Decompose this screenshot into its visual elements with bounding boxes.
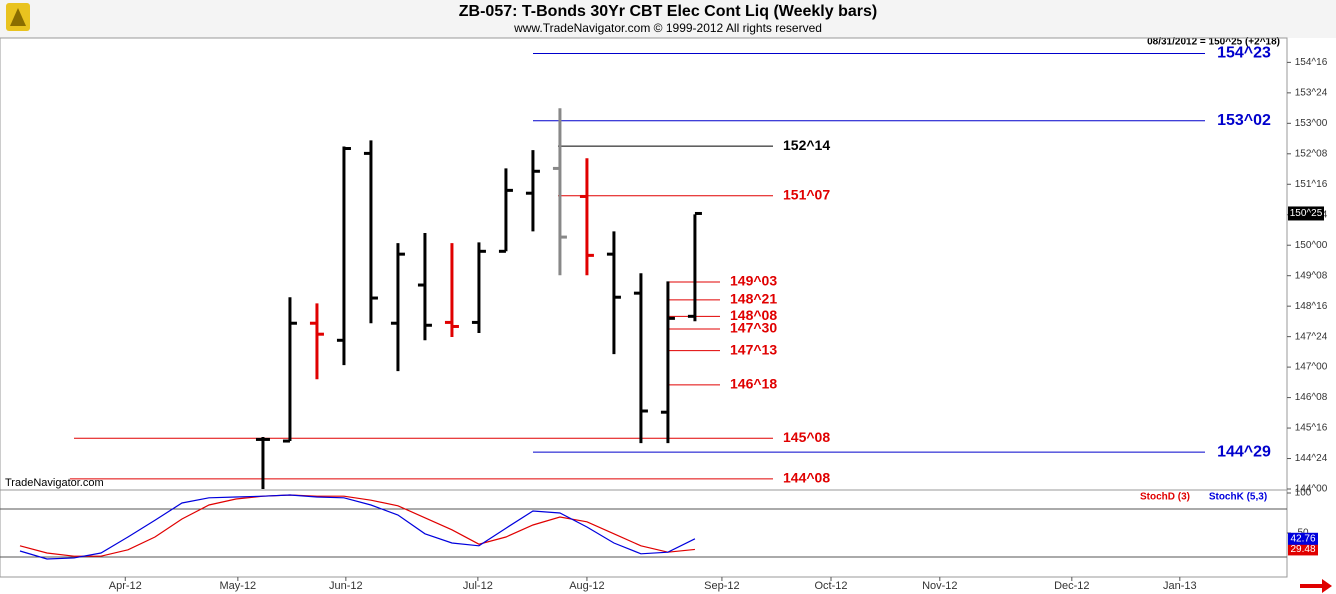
quote: 08/31/2012 = 150^25 (+2^18): [1147, 37, 1280, 48]
x-tick-label: Jun-12: [329, 580, 363, 592]
legend-entry: StochD (3): [1140, 492, 1190, 503]
level-label: 147^13: [730, 341, 777, 357]
y-tick-label: 145^16: [1295, 423, 1328, 434]
level-label: 151^07: [783, 186, 830, 202]
y-tick-label: 149^08: [1295, 270, 1328, 281]
stoch-line: [19, 494, 695, 557]
last-value-label: 29.48: [1290, 544, 1315, 555]
x-tick-label: Sep-12: [704, 580, 739, 592]
x-tick-label: Oct-12: [814, 580, 847, 592]
last-value-box: [1288, 543, 1318, 556]
level-label: 146^18: [730, 376, 777, 392]
header-band: [0, 0, 1336, 38]
stoch-line: [19, 494, 696, 560]
x-tick-label: Apr-12: [109, 580, 142, 592]
level-label: 153^02: [1217, 112, 1271, 129]
legend-entry: StochK (5,3): [1209, 492, 1267, 503]
scroll-arrow[interactable]: [1300, 579, 1332, 593]
y-tick-label: 144^00: [1295, 484, 1328, 495]
level-label: 145^08: [783, 429, 830, 445]
y-tick-label: 148^16: [1295, 301, 1328, 312]
level-label: 144^29: [1217, 443, 1271, 460]
level-label: 148^08: [730, 307, 777, 323]
y-tick-label: 153^24: [1295, 87, 1328, 98]
y-tick-label: 154^16: [1295, 57, 1328, 68]
y-tick-label: 152^08: [1295, 148, 1328, 159]
logo: [6, 3, 30, 31]
y-tick-label: 151^16: [1295, 179, 1328, 190]
x-tick-label: Aug-12: [569, 580, 604, 592]
y-tick-label: 150^00: [1295, 240, 1328, 251]
last-price-box: [1288, 206, 1324, 221]
watermark: TradeNavigator.com: [5, 477, 104, 489]
x-tick-label: May-12: [220, 580, 257, 592]
x-tick-label: Jan-13: [1163, 580, 1197, 592]
last-value-label: 42.76: [1290, 533, 1315, 544]
y-tick-label: 146^08: [1295, 392, 1328, 403]
last-value-box: [1288, 532, 1318, 545]
x-tick-label: Nov-12: [922, 580, 957, 592]
y-tick-label: 144^24: [1295, 453, 1328, 464]
level-label: 144^08: [783, 470, 830, 486]
last-price-label: 150^25: [1290, 208, 1323, 219]
level-label: 152^14: [783, 137, 830, 153]
y-tick-label: 147^00: [1295, 362, 1328, 373]
x-tick-label: Jul-12: [463, 580, 493, 592]
y-tick-label: 147^24: [1295, 331, 1328, 342]
y-tick-label: 100: [1295, 488, 1312, 499]
subtitle: www.TradeNavigator.com © 1999-2012 All r…: [513, 21, 822, 35]
level-label: 147^30: [730, 320, 777, 336]
x-tick-label: Dec-12: [1054, 580, 1089, 592]
y-tick-label: 153^00: [1295, 118, 1328, 129]
level-label: 149^03: [730, 273, 777, 289]
level-label: 148^21: [730, 291, 777, 307]
chart-title: ZB-057: T-Bonds 30Yr CBT Elec Cont Liq (…: [459, 3, 877, 20]
level-label: 154^23: [1217, 45, 1271, 62]
